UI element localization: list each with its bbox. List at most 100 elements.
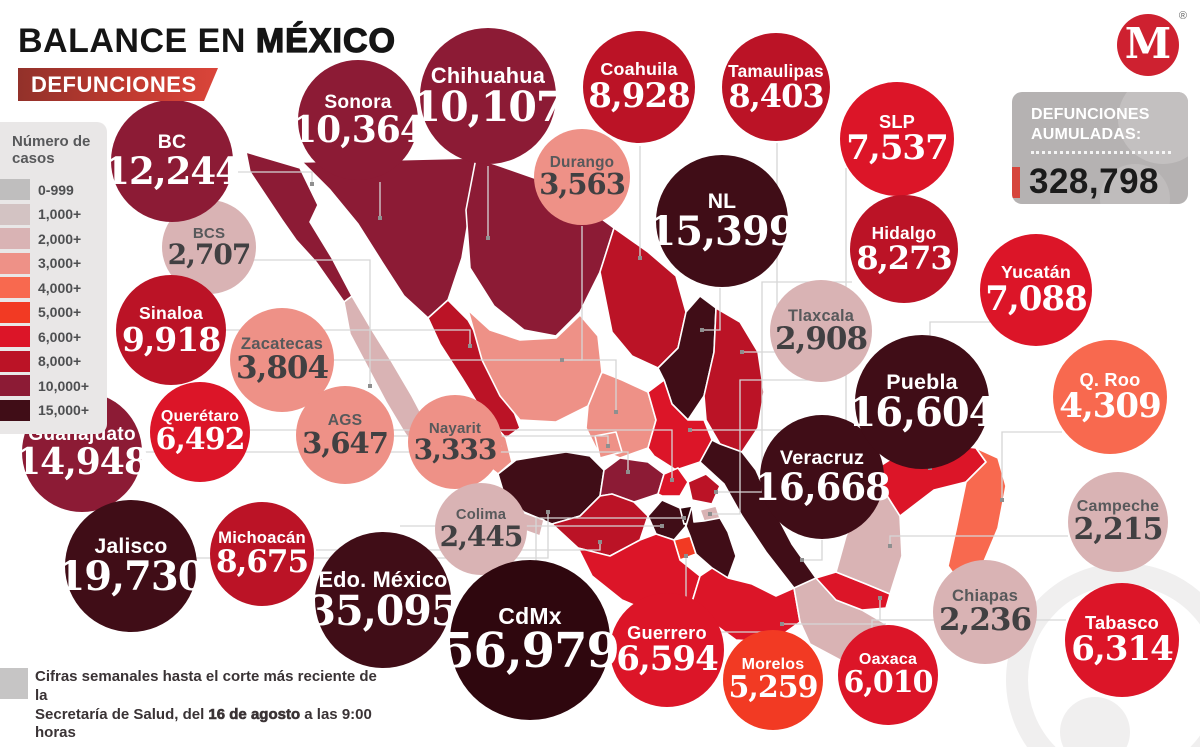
state-bubble-colima: Colima 2,445 <box>435 483 527 575</box>
state-value: 2,707 <box>167 237 252 271</box>
legend-items: 0-999 1,000+ 2,000+ 3,000+ 4,000+ 5,000+ 6,000… <box>0 179 107 421</box>
state-value: 8,675 <box>215 544 309 581</box>
logo-circle: M <box>1117 14 1179 76</box>
state-value: 12,244 <box>104 148 241 193</box>
legend-swatch <box>0 277 30 298</box>
map-state-edomex <box>647 499 687 541</box>
legend-swatch <box>0 399 30 421</box>
state-bubble-tamaulipas: Tamaulipas 8,403 <box>722 33 830 141</box>
state-name: NL <box>707 189 737 213</box>
state-name: Puebla <box>886 369 958 394</box>
footer-swatch <box>0 668 28 699</box>
state-name: AGS <box>327 411 363 429</box>
legend-label: 4,000+ <box>38 279 82 296</box>
state-bubble-nayarit: Nayarit 3,333 <box>408 395 502 489</box>
state-name: Q. Roo <box>1079 369 1141 391</box>
map-state-sonora <box>301 157 477 319</box>
milenio-logo: M ® <box>1117 10 1187 78</box>
state-value: 6,010 <box>843 665 934 701</box>
state-bubble-morelos: Morelos 5,259 <box>723 630 823 730</box>
footer-text: Cifras semanales hasta el corte más reci… <box>35 668 385 743</box>
legend-label: 15,000+ <box>38 402 89 418</box>
state-value: 8,273 <box>856 238 952 277</box>
state-value: 19,730 <box>57 553 205 601</box>
legend-item: 0-999 <box>0 179 107 200</box>
state-value: 8,403 <box>728 76 824 115</box>
legend-item: 5,000+ <box>0 301 107 323</box>
state-name: Oaxaca <box>858 651 918 669</box>
state-bubble-chihuahua: Chihuahua 10,107 <box>413 28 564 164</box>
state-value: 6,492 <box>155 422 246 458</box>
legend-label: 5,000+ <box>38 304 82 320</box>
state-name: Tlaxcala <box>788 306 854 325</box>
state-value: 56,979 <box>441 623 620 680</box>
legend-label: 0-999 <box>38 181 74 198</box>
state-value: 2,908 <box>774 320 868 357</box>
legend-swatch <box>0 203 30 225</box>
state-name: Yucatán <box>1000 262 1072 283</box>
state-bubble-nl: NL 15,399 <box>648 155 797 287</box>
title-part1: BALANCE EN <box>18 22 256 60</box>
legend-swatch <box>0 228 30 249</box>
state-bubble-slp: SLP 7,537 <box>840 82 954 196</box>
state-value: 6,314 <box>1071 629 1173 670</box>
state-bubble-sonora: Sonora 10,364 <box>292 60 425 180</box>
state-name: Chihuahua <box>430 63 546 89</box>
state-value: 2,236 <box>938 602 1032 639</box>
legend-item: 1,000+ <box>0 203 107 225</box>
defunciones-band: DEFUNCIONES <box>18 68 218 101</box>
state-value: 15,399 <box>648 208 796 256</box>
legend-item: 3,000+ <box>0 252 107 274</box>
state-name: Coahuila <box>600 59 678 80</box>
legend-item: 6,000+ <box>0 326 107 347</box>
state-value: 5,259 <box>728 670 819 706</box>
state-bubble-q-roo: Q. Roo 4,309 <box>1053 340 1167 454</box>
legend-panel: Número de casos 0-999 1,000+ 2,000+ 3,000+ 4… <box>0 122 107 434</box>
state-name: Nayarit <box>428 419 482 437</box>
watermark-circle <box>1060 697 1130 747</box>
state-value: 3,333 <box>413 432 498 466</box>
footer-line2-prefix: Secretaría de Salud, del <box>35 705 209 723</box>
state-value: 4,309 <box>1059 386 1161 427</box>
state-bubble-coahuila: Coahuila 8,928 <box>583 31 695 143</box>
state-name: Sonora <box>324 91 392 113</box>
summary-value: 328,798 <box>1029 162 1160 202</box>
state-value: 3,563 <box>539 167 626 202</box>
state-name: Tabasco <box>1084 612 1160 634</box>
state-bubble-quer-taro: Querétaro 6,492 <box>150 382 250 482</box>
state-name: Querétaro <box>160 408 240 426</box>
legend-item: 8,000+ <box>0 350 107 372</box>
footer-date: 16 de agosto <box>208 705 301 723</box>
state-bubble-yucat-n: Yucatán 7,088 <box>980 234 1092 346</box>
legend-label: 1,000+ <box>38 206 82 222</box>
band-label: DEFUNCIONES <box>31 71 197 97</box>
legend-item: 4,000+ <box>0 277 107 298</box>
legend-swatch <box>0 179 30 200</box>
summary-label-line1: DEFUNCIONES <box>1031 106 1150 123</box>
state-name: Zacatecas <box>240 334 324 354</box>
title-part2: MÉXICO <box>255 21 396 60</box>
state-name: Morelos <box>741 656 805 674</box>
legend-swatch <box>0 326 30 347</box>
state-name: Veracruz <box>779 447 865 469</box>
map-state-hidalgo <box>687 473 721 505</box>
state-value: 3,647 <box>302 425 389 460</box>
footer-note: Cifras semanales hasta el corte más reci… <box>0 668 385 743</box>
legend-label: 8,000+ <box>38 353 82 369</box>
state-value: 14,948 <box>16 441 149 483</box>
state-bubble-guerrero: Guerrero 6,594 <box>610 593 724 707</box>
legend-item: 10,000+ <box>0 375 107 396</box>
footer-line1: Cifras semanales hasta el corte más reci… <box>35 668 377 704</box>
state-bubble-tabasco: Tabasco 6,314 <box>1065 583 1179 697</box>
state-value: 3,804 <box>235 350 329 387</box>
legend-swatch <box>0 375 30 396</box>
state-name: Chiapas <box>951 586 1019 606</box>
legend-label: 6,000+ <box>38 328 82 345</box>
map-state-puebla <box>685 505 737 579</box>
state-bubble-cdmx: CdMx 56,979 <box>441 560 620 720</box>
state-value: 16,668 <box>754 464 891 509</box>
state-value: 7,537 <box>846 128 948 169</box>
state-bubble-sinaloa: Sinaloa 9,918 <box>116 275 226 385</box>
state-value: 35,095 <box>307 586 460 635</box>
